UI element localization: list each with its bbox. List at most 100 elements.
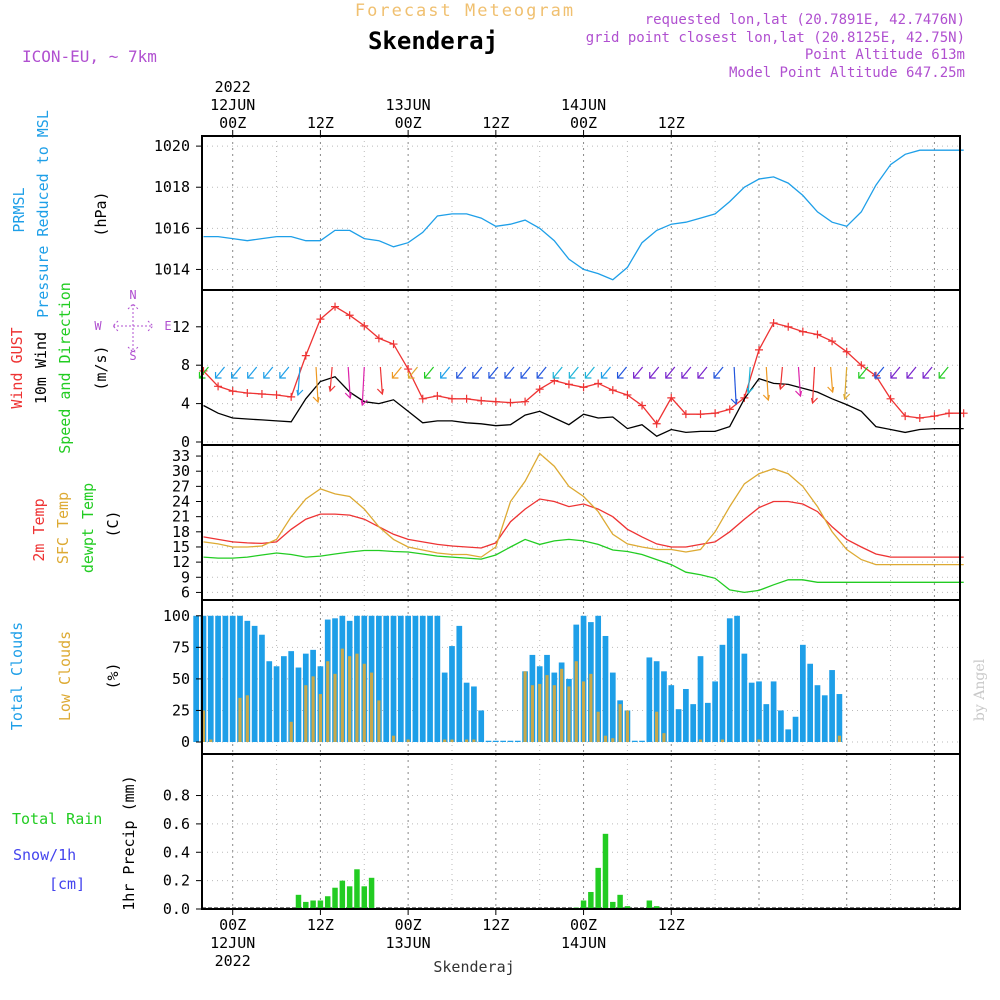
ytick-label: 24 — [172, 493, 190, 511]
wind-arrow-head — [536, 372, 544, 379]
total-cloud-bar — [763, 704, 770, 742]
gust-marker — [433, 391, 442, 400]
gust-marker — [462, 394, 471, 403]
wind-arrow-head — [360, 399, 368, 407]
low-cloud-bar — [450, 739, 454, 742]
wind-arrow-head — [922, 372, 930, 379]
ytick-label: 4 — [181, 395, 190, 413]
rain-bar — [617, 894, 623, 909]
gust-marker — [564, 380, 573, 389]
total-cloud-bar — [756, 681, 762, 742]
wind-arrow — [488, 366, 499, 379]
model-altitude: Model Point Altitude 647.25m — [729, 65, 965, 81]
wind-arrow-head — [778, 383, 786, 391]
gust-marker — [930, 412, 939, 421]
wind-arrow — [315, 366, 319, 403]
wind-arrow — [347, 366, 351, 399]
gust-marker — [214, 382, 223, 391]
gust-marker — [784, 322, 793, 331]
wind-arrow — [779, 366, 783, 390]
wind-arrow — [858, 366, 869, 379]
prmsl-line — [203, 149, 964, 281]
rain-bar — [580, 900, 587, 909]
gust-marker — [652, 419, 661, 428]
wind-arrow-head — [423, 372, 431, 379]
wind-arrow — [231, 366, 242, 379]
gust-marker — [623, 390, 632, 399]
low-cloud-bar — [567, 686, 571, 742]
wind-arrow — [922, 366, 933, 379]
label-total-rain: Total Rain — [12, 810, 102, 828]
total-cloud-bar — [259, 634, 265, 742]
wind-arrow-head — [633, 372, 640, 379]
total-cloud-bar — [836, 694, 843, 742]
wind-arrow — [279, 366, 290, 379]
wind-arrow-head — [488, 372, 495, 379]
wind-arrow-head — [456, 372, 463, 379]
wind-arrow — [765, 366, 769, 401]
total-cloud-bar — [273, 666, 280, 742]
low-cloud-bar — [581, 681, 586, 742]
total-cloud-bar — [251, 625, 258, 742]
low-cloud-bar — [611, 738, 615, 742]
wind-arrow-head — [890, 372, 897, 379]
gust-marker — [535, 385, 544, 394]
wind-arrow-head — [713, 372, 721, 379]
label-cm: [cm] — [49, 875, 85, 893]
low-cloud-bar — [370, 672, 374, 742]
rain-bar — [653, 906, 660, 909]
gust-marker — [345, 311, 354, 320]
gust-marker — [521, 397, 530, 406]
wind-arrow-head — [440, 372, 447, 379]
gust-marker — [769, 318, 778, 327]
axis-layer: 1014101610181020048126912151821242730330… — [154, 78, 961, 970]
label-snow: Snow/1h — [13, 846, 76, 864]
cloud-ylabels: Total Clouds Low Clouds (%) — [8, 622, 122, 730]
ytick-label: 9 — [181, 568, 190, 586]
gust-marker — [857, 361, 866, 370]
total-cloud-bar — [697, 656, 704, 742]
gust-marker — [579, 383, 588, 392]
xtick-bottom-label: 14JUN — [561, 934, 606, 952]
low-cloud-bar — [406, 739, 410, 742]
rain-bar — [588, 891, 594, 909]
ylabel-low-clouds: Low Clouds — [56, 631, 74, 721]
ytick-label: 75 — [172, 638, 190, 656]
low-cloud-bar — [355, 653, 359, 742]
total-cloud-bar — [580, 615, 587, 742]
total-cloud-bar — [295, 667, 302, 742]
gust-marker — [798, 327, 807, 336]
total-cloud-bar — [734, 615, 740, 742]
gust-marker — [696, 410, 705, 419]
gust-marker — [491, 397, 500, 406]
xtick-bottom-label: 12Z — [307, 916, 334, 934]
ylabel-10m-wind: 10m Wind — [32, 332, 50, 404]
low-cloud-bar — [318, 694, 322, 742]
ylabel-speed-direction: Speed and Direction — [56, 282, 74, 454]
ylabel-percent: (%) — [104, 662, 122, 689]
ylabel-precip-mm: 1hr Precip (mm) — [120, 775, 138, 910]
total-cloud-bar — [485, 740, 492, 742]
gust-marker — [477, 396, 486, 405]
total-cloud-bar — [661, 671, 667, 742]
ylabel-sfc-temp: SFC Temp — [54, 492, 72, 564]
total-cloud-bar — [200, 615, 207, 742]
wind-arrow-head — [198, 372, 206, 379]
point-altitude: Point Altitude 613m — [805, 47, 965, 63]
gust-marker — [886, 394, 895, 403]
wind-arrow — [633, 366, 644, 379]
wind-arrow-head — [247, 372, 254, 379]
low-cloud-bar — [391, 735, 396, 742]
total-cloud-bar — [646, 657, 653, 742]
total-cloud-bar — [807, 663, 814, 742]
gust-marker — [915, 414, 924, 422]
total-cloud-bar — [821, 695, 828, 742]
low-cloud-bar — [698, 739, 703, 742]
total-cloud-bar — [405, 615, 411, 742]
total-cloud-bar — [471, 686, 477, 742]
ytick-label: 27 — [172, 477, 190, 495]
wind-arrow-head — [681, 372, 688, 379]
xtick-bottom-label: 00Z — [570, 916, 597, 934]
gust-marker — [754, 345, 763, 354]
rain-bar — [646, 900, 653, 909]
